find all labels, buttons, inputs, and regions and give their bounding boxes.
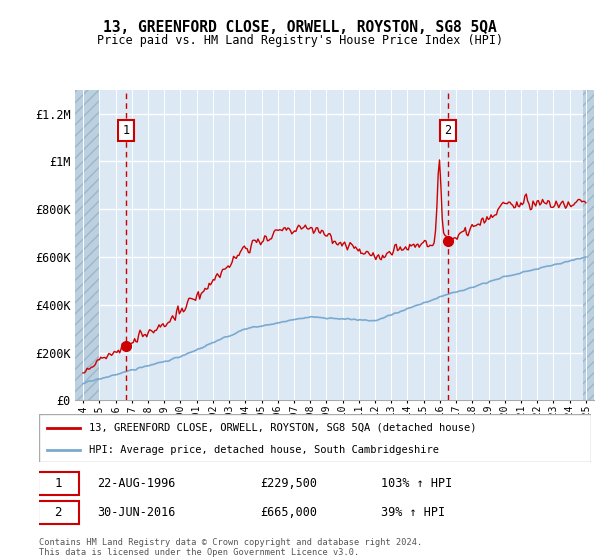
- Text: Contains HM Land Registry data © Crown copyright and database right 2024.
This d: Contains HM Land Registry data © Crown c…: [39, 538, 422, 557]
- FancyBboxPatch shape: [38, 472, 79, 494]
- Text: 22-AUG-1996: 22-AUG-1996: [97, 477, 175, 490]
- FancyBboxPatch shape: [38, 501, 79, 524]
- Bar: [75, 90, 100, 400]
- FancyBboxPatch shape: [39, 414, 591, 462]
- Text: HPI: Average price, detached house, South Cambridgeshire: HPI: Average price, detached house, Sout…: [89, 445, 439, 455]
- Bar: [583, 90, 594, 400]
- Text: Price paid vs. HM Land Registry's House Price Index (HPI): Price paid vs. HM Land Registry's House …: [97, 34, 503, 46]
- Text: 2: 2: [445, 124, 452, 137]
- Text: 39% ↑ HPI: 39% ↑ HPI: [381, 506, 445, 519]
- Text: £665,000: £665,000: [260, 506, 317, 519]
- Text: 103% ↑ HPI: 103% ↑ HPI: [381, 477, 452, 490]
- Text: 13, GREENFORD CLOSE, ORWELL, ROYSTON, SG8 5QA (detached house): 13, GREENFORD CLOSE, ORWELL, ROYSTON, SG…: [89, 423, 476, 433]
- Text: 30-JUN-2016: 30-JUN-2016: [97, 506, 175, 519]
- Text: 2: 2: [55, 506, 62, 519]
- Text: £229,500: £229,500: [260, 477, 317, 490]
- Text: 13, GREENFORD CLOSE, ORWELL, ROYSTON, SG8 5QA: 13, GREENFORD CLOSE, ORWELL, ROYSTON, SG…: [103, 20, 497, 35]
- Text: 1: 1: [122, 124, 130, 137]
- Text: 1: 1: [55, 477, 62, 490]
